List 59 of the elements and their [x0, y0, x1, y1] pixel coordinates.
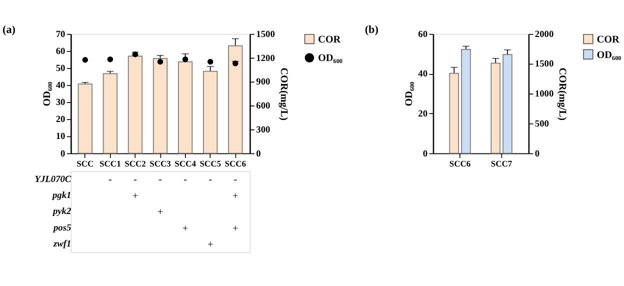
legend-label: COR — [596, 34, 620, 46]
y2-axis-title: COR(mg/L) — [556, 68, 568, 120]
x-tick-label: SCC4 — [174, 158, 197, 168]
y2-tick-label: 2000 — [534, 30, 554, 40]
text: - — [134, 174, 137, 186]
y-tick-label: 0 — [60, 149, 66, 160]
y-tick-label: 50 — [56, 64, 66, 74]
x-tick-label: SCC5 — [200, 158, 221, 168]
x-tick-label: SCC2 — [124, 158, 146, 168]
text: + — [132, 190, 138, 202]
x-tick-label: SCC3 — [150, 158, 171, 168]
text: - — [208, 174, 212, 186]
y-tick-label: pgk1 — [51, 191, 72, 202]
x-tick-label: SCC — [76, 158, 94, 168]
y-tick-label: zwf1 — [52, 240, 72, 250]
text: + — [182, 223, 188, 234]
y-tick-label: 0 — [422, 149, 428, 160]
y2-tick-label: 600 — [256, 102, 271, 112]
text: - — [108, 174, 112, 186]
x-tick-label: SCC6 — [224, 158, 247, 168]
y-axis-title: OD₆₀₀ — [42, 82, 53, 106]
y2-tick-label: 500 — [534, 119, 550, 130]
y2-tick-label: 0 — [534, 149, 540, 160]
text: - — [158, 174, 162, 186]
y2-axis-title: COR(mg/L) — [278, 68, 289, 120]
x-tick-label: SCC7 — [490, 158, 513, 168]
chart-title: (a) — [2, 24, 16, 36]
y-axis-title: OD₆₀₀ — [404, 82, 416, 106]
text: + — [207, 239, 214, 250]
x-tick-label: SCC6 — [449, 158, 472, 168]
y-tick-label: 60 — [418, 30, 428, 40]
x-tick-label: SCC1 — [100, 158, 121, 168]
y2-tick-label: 1500 — [256, 30, 276, 40]
y2-tick-label: 900 — [256, 78, 271, 88]
y2-tick-label: 0 — [256, 149, 262, 160]
text: - — [234, 174, 238, 186]
text: + — [232, 190, 238, 202]
y2-tick-label: 1200 — [256, 54, 276, 64]
legend-label: COR — [318, 34, 342, 46]
y-tick-label: 10 — [56, 132, 66, 142]
y-tick-label: 60 — [56, 46, 66, 57]
y2-tick-label: 1500 — [534, 60, 554, 70]
legend-label: OD₆₀₀ — [318, 53, 342, 64]
y-tick-label: 70 — [56, 30, 66, 40]
text: + — [232, 223, 238, 234]
y-tick-label: 20 — [418, 109, 428, 120]
legend-label: OD₆₀₀ — [596, 50, 622, 61]
chart-title: (b) — [364, 24, 379, 36]
y-tick-label: 40 — [418, 70, 428, 80]
y-tick-label: 20 — [56, 115, 66, 126]
y-tick-label: YJL070C — [34, 174, 72, 185]
y2-tick-label: 300 — [256, 125, 271, 136]
text: + — [157, 207, 164, 218]
y-tick-label: 40 — [56, 81, 66, 92]
y-tick-label: 30 — [56, 98, 66, 108]
y2-tick-label: 1000 — [534, 90, 554, 100]
y-tick-label: pos5 — [52, 223, 72, 234]
text: - — [184, 174, 188, 186]
y-tick-label: pyk2 — [52, 207, 72, 218]
